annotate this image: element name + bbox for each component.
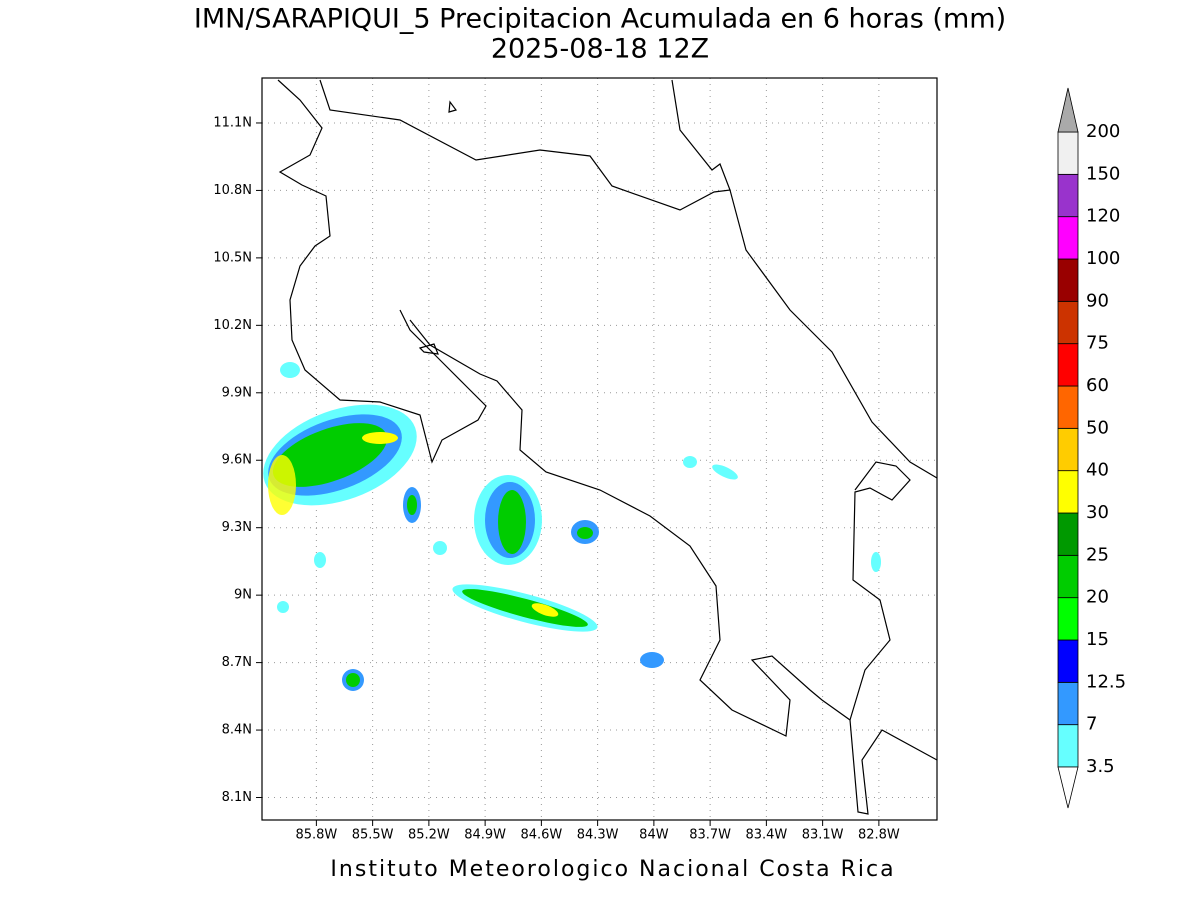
colorbar-segment bbox=[1057, 724, 1079, 768]
colorbar-label: 30 bbox=[1086, 502, 1109, 523]
y-tick-label: 9.3N bbox=[222, 520, 252, 535]
colorbar-over bbox=[1057, 87, 1079, 133]
x-tick-label: 85.5W bbox=[352, 828, 394, 843]
y-tick-label: 8.1N bbox=[222, 790, 252, 805]
colorbar: 3.5 7 12.5 15 20 25 30 40 50 60 75 90 100 120 150 200 bbox=[1057, 87, 1126, 809]
map-subtitle: 2025-08-18 12Z bbox=[491, 34, 709, 65]
x-tick-label: 84.3W bbox=[577, 828, 619, 843]
map-title: IMN/SARAPIQUI_5 Precipitacion Acumulada … bbox=[194, 4, 1006, 35]
colorbar-label: 12.5 bbox=[1086, 671, 1126, 692]
colorbar-segment bbox=[1057, 173, 1079, 218]
x-tick-label: 82.8W bbox=[858, 828, 900, 843]
colorbar-label: 100 bbox=[1086, 248, 1120, 269]
y-tick-label: 9.9N bbox=[222, 385, 252, 400]
y-tick-label: 8.4N bbox=[222, 723, 252, 738]
colorbar-segment bbox=[1057, 258, 1079, 302]
colorbar-segment bbox=[1057, 131, 1079, 175]
y-tick-label: 9N bbox=[234, 588, 252, 603]
colorbar-label: 200 bbox=[1086, 121, 1120, 142]
colorbar-segment bbox=[1057, 681, 1079, 726]
x-tick-label: 84.6W bbox=[520, 828, 562, 843]
x-tick-label: 83.4W bbox=[745, 828, 787, 843]
precipitation-field bbox=[263, 362, 881, 691]
colorbar-segment bbox=[1057, 385, 1079, 429]
colorbar-label: 150 bbox=[1086, 163, 1120, 184]
colorbar-under bbox=[1057, 766, 1079, 809]
colorbar-label: 75 bbox=[1086, 333, 1109, 354]
map-footer: Instituto Meteorologico Nacional Costa R… bbox=[330, 857, 895, 882]
colorbar-label: 15 bbox=[1086, 629, 1109, 650]
y-tick-label: 10.2N bbox=[213, 318, 252, 333]
y-tick-label: 8.7N bbox=[222, 655, 252, 670]
x-tick-label: 85.2W bbox=[408, 828, 450, 843]
colorbar-label: 40 bbox=[1086, 460, 1109, 481]
x-tick-label: 83.1W bbox=[802, 828, 844, 843]
colorbar-segment bbox=[1057, 639, 1079, 683]
colorbar-segment bbox=[1057, 300, 1079, 345]
x-tick-label: 84W bbox=[639, 828, 669, 843]
coastline bbox=[277, 79, 938, 815]
x-tick-label: 83.7W bbox=[689, 828, 731, 843]
colorbar-segment bbox=[1057, 427, 1079, 472]
x-tick-label: 85.8W bbox=[295, 828, 337, 843]
colorbar-segment bbox=[1057, 216, 1079, 260]
colorbar-segment bbox=[1057, 512, 1079, 556]
colorbar-label: 7 bbox=[1086, 714, 1097, 735]
y-tick-label: 10.8N bbox=[213, 183, 252, 198]
colorbar-segment bbox=[1057, 343, 1079, 387]
grid bbox=[262, 78, 937, 820]
colorbar-label: 90 bbox=[1086, 290, 1109, 311]
y-tick-label: 10.5N bbox=[213, 250, 252, 265]
y-tick-label: 11.1N bbox=[213, 115, 252, 130]
colorbar-label: 3.5 bbox=[1086, 756, 1115, 777]
colorbar-label: 50 bbox=[1086, 417, 1109, 438]
colorbar-segment bbox=[1057, 470, 1079, 514]
colorbar-segment bbox=[1057, 554, 1079, 599]
map-frame bbox=[261, 77, 938, 821]
colorbar-segment bbox=[1057, 597, 1079, 641]
colorbar-label: 120 bbox=[1086, 206, 1120, 227]
y-tick-label: 9.6N bbox=[222, 453, 252, 468]
colorbar-label: 25 bbox=[1086, 544, 1109, 565]
colorbar-label: 60 bbox=[1086, 375, 1109, 396]
colorbar-label: 20 bbox=[1086, 587, 1109, 608]
x-tick-label: 84.9W bbox=[464, 828, 506, 843]
